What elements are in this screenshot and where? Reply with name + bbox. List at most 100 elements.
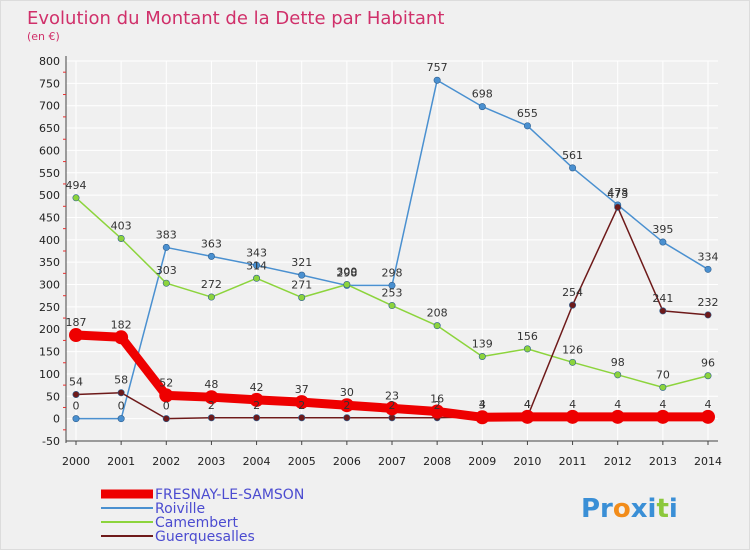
brand-letter: i (648, 494, 657, 524)
legend: FRESNAY-LE-SAMSONRoivilleCamembertGuerqu… (101, 487, 304, 545)
y-tick-label: 800 (39, 55, 60, 68)
data-point (433, 322, 441, 330)
y-tick-label: 550 (39, 167, 60, 180)
data-label: 383 (156, 228, 177, 241)
x-tick-label: 2013 (649, 455, 677, 468)
data-label: 253 (382, 287, 403, 300)
legend-label: Roiville (155, 501, 205, 517)
data-label: 494 (66, 179, 87, 192)
data-label: 0 (73, 400, 80, 413)
legend-label: FRESNAY-LE-SAMSON (155, 487, 304, 503)
x-tick-label: 2012 (604, 455, 632, 468)
data-label: 363 (201, 237, 222, 250)
data-point (117, 389, 125, 397)
data-label: 298 (336, 266, 357, 279)
y-tick-label: 700 (39, 100, 60, 113)
data-point (162, 415, 170, 423)
y-tick-label: 400 (39, 234, 60, 247)
y-axis-ticks: -50 0 50 100 150 200 250 300 350 400 450 500 550 600 6… (39, 55, 66, 448)
data-point (388, 302, 396, 310)
data-label: 42 (250, 381, 264, 394)
brand-letter: x (631, 494, 648, 524)
data-point (614, 203, 622, 211)
data-point (659, 238, 667, 246)
data-point (162, 243, 170, 251)
data-point (659, 307, 667, 315)
data-label: 314 (246, 259, 267, 272)
data-label: 30 (340, 386, 354, 399)
data-point (253, 274, 261, 282)
data-label: 478 (607, 186, 628, 199)
data-label: 655 (517, 107, 538, 120)
data-point (565, 409, 580, 424)
data-label: 208 (427, 307, 448, 320)
x-tick-label: 2000 (62, 455, 90, 468)
data-label: 98 (611, 356, 625, 369)
data-label: 4 (524, 398, 531, 411)
data-point (117, 415, 125, 423)
data-point (249, 392, 264, 407)
data-label: 0 (118, 400, 125, 413)
y-tick-label: 0 (53, 413, 60, 426)
data-point (388, 281, 396, 289)
data-point (523, 345, 531, 353)
data-label: 2 (253, 399, 260, 412)
data-label: 271 (291, 278, 312, 291)
data-label: 23 (385, 389, 399, 402)
data-point (704, 265, 712, 273)
x-tick-label: 2006 (333, 455, 361, 468)
data-point (655, 409, 670, 424)
data-label: 403 (111, 219, 132, 232)
data-label: 2 (343, 399, 350, 412)
data-point (298, 293, 306, 301)
data-point (701, 409, 715, 424)
grid (66, 60, 718, 442)
data-point (523, 122, 531, 130)
data-label: 232 (698, 296, 719, 309)
data-point (610, 409, 625, 424)
data-point (294, 395, 309, 410)
data-label: 0 (163, 400, 170, 413)
data-label: 4 (659, 398, 666, 411)
x-tick-label: 2009 (468, 455, 496, 468)
x-tick-label: 2001 (107, 455, 135, 468)
y-tick-label: 750 (39, 77, 60, 90)
data-point (475, 410, 490, 425)
data-label: 139 (472, 338, 493, 351)
data-label: 272 (201, 278, 222, 291)
data-point (207, 293, 215, 301)
data-label: 54 (69, 376, 83, 389)
data-label: 58 (114, 374, 128, 387)
y-tick-label: 100 (39, 368, 60, 381)
data-label: 2 (208, 399, 215, 412)
data-label: 300 (336, 266, 357, 279)
data-label: 2 (389, 399, 396, 412)
data-point (520, 409, 535, 424)
chart-subtitle: (en €) (27, 30, 60, 43)
data-point (298, 271, 306, 279)
data-point (569, 301, 577, 309)
y-tick-label: 350 (39, 256, 60, 269)
data-point (159, 388, 174, 403)
data-point (114, 330, 129, 345)
brand-letter: t (656, 494, 668, 524)
data-label: 126 (562, 343, 583, 356)
data-label: 303 (156, 264, 177, 277)
data-label: 70 (656, 368, 670, 381)
data-label: 156 (517, 330, 538, 343)
data-label: 37 (295, 383, 309, 396)
data-label: 48 (204, 378, 218, 391)
data-label: 321 (291, 256, 312, 269)
data-point (253, 414, 261, 422)
data-label: 757 (427, 61, 448, 74)
x-tick-label: 2011 (559, 455, 587, 468)
data-point (207, 414, 215, 422)
data-label: 395 (652, 223, 673, 236)
y-tick-label: 500 (39, 189, 60, 202)
data-point (343, 281, 351, 289)
x-tick-label: 2004 (243, 455, 271, 468)
data-label: 334 (698, 250, 719, 263)
data-point (478, 103, 486, 111)
